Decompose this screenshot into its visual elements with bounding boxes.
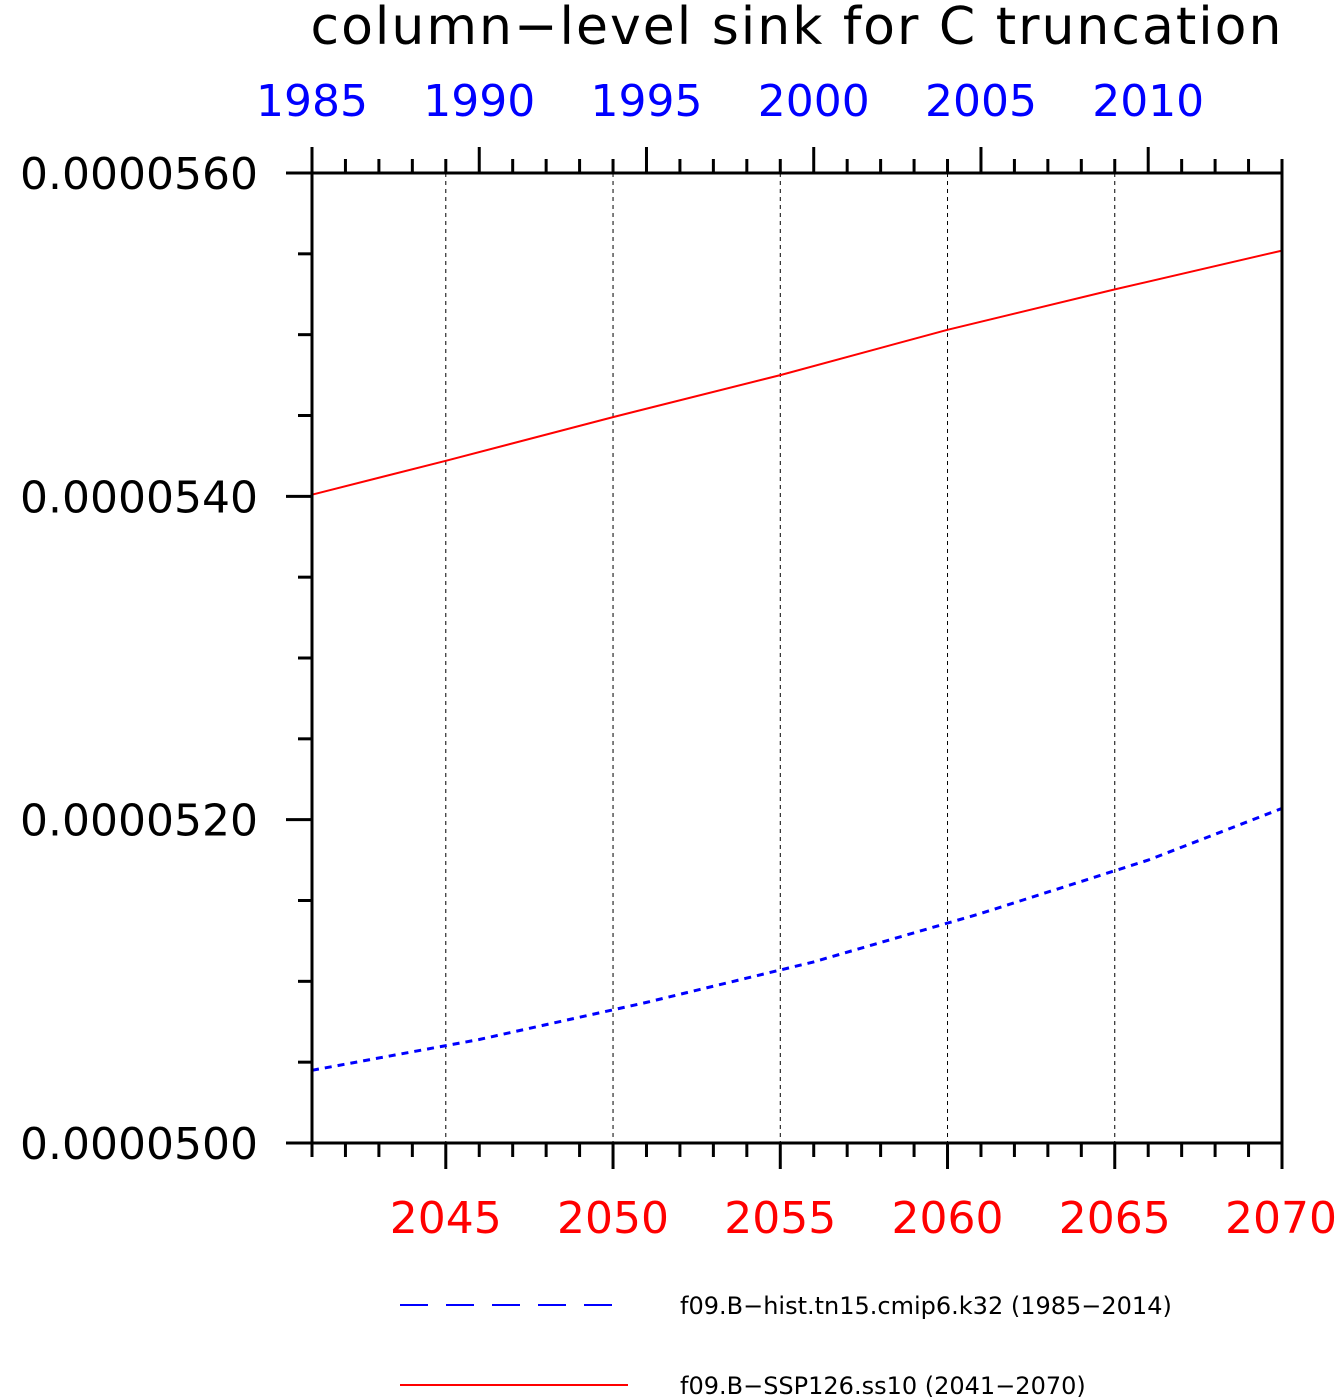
y-tick-label-2: 0.0000540 bbox=[20, 472, 258, 523]
legend-label-1: f09.B−SSP126.ss10 (2041−2070) bbox=[680, 1372, 1086, 1400]
series-line-1 bbox=[311, 249, 1283, 496]
series-lines bbox=[311, 249, 1283, 1072]
grid-lines bbox=[445, 173, 1116, 1143]
top-tick-label-5: 2010 bbox=[1092, 76, 1204, 127]
y-tick-label-0: 0.0000500 bbox=[20, 1119, 258, 1170]
chart-title: column−level sink for C truncation bbox=[311, 0, 1284, 57]
top-tick-label-0: 1985 bbox=[256, 76, 368, 127]
series-line-0 bbox=[311, 807, 1283, 1072]
axis-ticks bbox=[286, 147, 1284, 1169]
top-tick-label-1: 1990 bbox=[423, 76, 535, 127]
top-tick-label-3: 2000 bbox=[758, 76, 870, 127]
top-tick-label-2: 1995 bbox=[590, 76, 702, 127]
top-tick-label-4: 2005 bbox=[925, 76, 1037, 127]
y-tick-label-3: 0.0000560 bbox=[20, 149, 258, 200]
bottom-tick-label-3: 2060 bbox=[892, 1193, 1004, 1244]
tick-labels: 0.0000500 0.0000520 0.0000540 0.0000560 1985… bbox=[20, 76, 1337, 1244]
y-tick-label-1: 0.0000520 bbox=[20, 796, 258, 847]
legend-label-0: f09.B−hist.tn15.cmip6.k32 (1985−2014) bbox=[680, 1292, 1172, 1320]
bottom-tick-label-1: 2050 bbox=[557, 1193, 669, 1244]
bottom-tick-label-4: 2065 bbox=[1059, 1193, 1171, 1244]
legend: f09.B−hist.tn15.cmip6.k32 (1985−2014) f09… bbox=[400, 1292, 1172, 1400]
bottom-tick-label-0: 2045 bbox=[390, 1193, 502, 1244]
bottom-tick-label-2: 2055 bbox=[724, 1193, 836, 1244]
bottom-tick-label-5: 2070 bbox=[1225, 1193, 1337, 1244]
plot-frame bbox=[310, 171, 1284, 1145]
